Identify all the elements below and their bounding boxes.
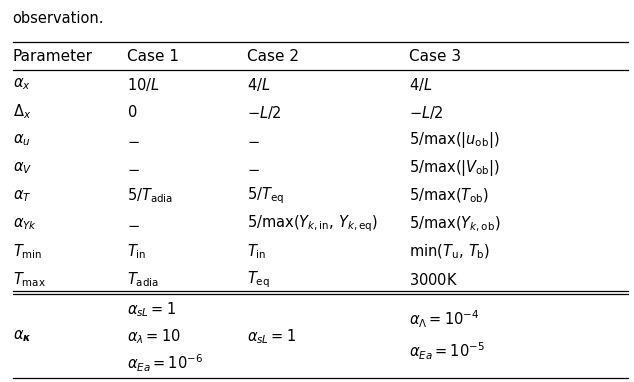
Text: $5/T_{\mathrm{eq}}$: $5/T_{\mathrm{eq}}$ (247, 186, 285, 206)
Text: $\alpha_{Ea} = 10^{-5}$: $\alpha_{Ea} = 10^{-5}$ (409, 341, 484, 362)
Text: Case 2: Case 2 (247, 49, 299, 63)
Text: Case 1: Case 1 (127, 49, 179, 63)
Text: $T_{\mathrm{in}}$: $T_{\mathrm{in}}$ (247, 243, 267, 261)
Text: $-L/2$: $-L/2$ (247, 104, 282, 121)
Text: $T_{\mathrm{adia}}$: $T_{\mathrm{adia}}$ (127, 271, 158, 290)
Text: $-L/2$: $-L/2$ (409, 104, 444, 121)
Text: $-$: $-$ (127, 133, 139, 147)
Text: $-$: $-$ (127, 160, 139, 176)
Text: $4/L$: $4/L$ (409, 76, 432, 92)
Text: $5/T_{\mathrm{adia}}$: $5/T_{\mathrm{adia}}$ (127, 187, 173, 206)
Text: $5/\mathrm{max}(T_{\mathrm{ob}})$: $5/\mathrm{max}(T_{\mathrm{ob}})$ (409, 187, 489, 205)
Text: $\alpha_x$: $\alpha_x$ (13, 76, 30, 92)
Text: $-$: $-$ (127, 217, 139, 231)
Text: $\alpha_{sL} = 1$: $\alpha_{sL} = 1$ (127, 300, 176, 319)
Text: $\alpha_{Ea} = 10^{-6}$: $\alpha_{Ea} = 10^{-6}$ (127, 352, 203, 374)
Text: Case 3: Case 3 (409, 49, 461, 63)
Text: $T_{\mathrm{max}}$: $T_{\mathrm{max}}$ (13, 271, 46, 290)
Text: $4/L$: $4/L$ (247, 76, 271, 92)
Text: $\alpha_{\lambda} = 10$: $\alpha_{\lambda} = 10$ (127, 327, 181, 345)
Text: $T_{\mathrm{in}}$: $T_{\mathrm{in}}$ (127, 243, 146, 261)
Text: $10/L$: $10/L$ (127, 76, 160, 92)
Text: $5/\mathrm{max}(|V_{\mathrm{ob}}|)$: $5/\mathrm{max}(|V_{\mathrm{ob}}|)$ (409, 158, 500, 178)
Text: Parameter: Parameter (13, 49, 93, 63)
Text: $5/\mathrm{max}(Y_{k,\mathrm{ob}})$: $5/\mathrm{max}(Y_{k,\mathrm{ob}})$ (409, 214, 500, 234)
Text: $\alpha_{\boldsymbol{\kappa}}$: $\alpha_{\boldsymbol{\kappa}}$ (13, 328, 31, 344)
Text: $\alpha_V$: $\alpha_V$ (13, 160, 32, 176)
Text: $\alpha_{Yk}$: $\alpha_{Yk}$ (13, 216, 37, 232)
Text: $\mathrm{min}(T_{\mathrm{u}},\, T_{\mathrm{b}})$: $\mathrm{min}(T_{\mathrm{u}},\, T_{\math… (409, 243, 490, 261)
Text: $5/\mathrm{max}(|u_{\mathrm{ob}}|)$: $5/\mathrm{max}(|u_{\mathrm{ob}}|)$ (409, 130, 500, 150)
Text: observation.: observation. (13, 11, 104, 26)
Text: $\alpha_{\Lambda} = 10^{-4}$: $\alpha_{\Lambda} = 10^{-4}$ (409, 309, 479, 330)
Text: $T_{\mathrm{min}}$: $T_{\mathrm{min}}$ (13, 243, 42, 261)
Text: $\alpha_T$: $\alpha_T$ (13, 188, 31, 204)
Text: $\alpha_{sL} = 1$: $\alpha_{sL} = 1$ (247, 327, 296, 345)
Text: $T_{\mathrm{eq}}$: $T_{\mathrm{eq}}$ (247, 270, 270, 290)
Text: $0$: $0$ (127, 104, 137, 120)
Text: $-$: $-$ (247, 160, 260, 176)
Text: $5/\mathrm{max}(Y_{k,\mathrm{in}},\, Y_{k,\mathrm{eq}})$: $5/\mathrm{max}(Y_{k,\mathrm{in}},\, Y_{… (247, 214, 378, 235)
Text: $\alpha_u$: $\alpha_u$ (13, 132, 30, 148)
Text: $\Delta_x$: $\Delta_x$ (13, 103, 31, 121)
Text: $-$: $-$ (247, 133, 260, 147)
Text: $3000\mathrm{K}$: $3000\mathrm{K}$ (409, 272, 458, 288)
